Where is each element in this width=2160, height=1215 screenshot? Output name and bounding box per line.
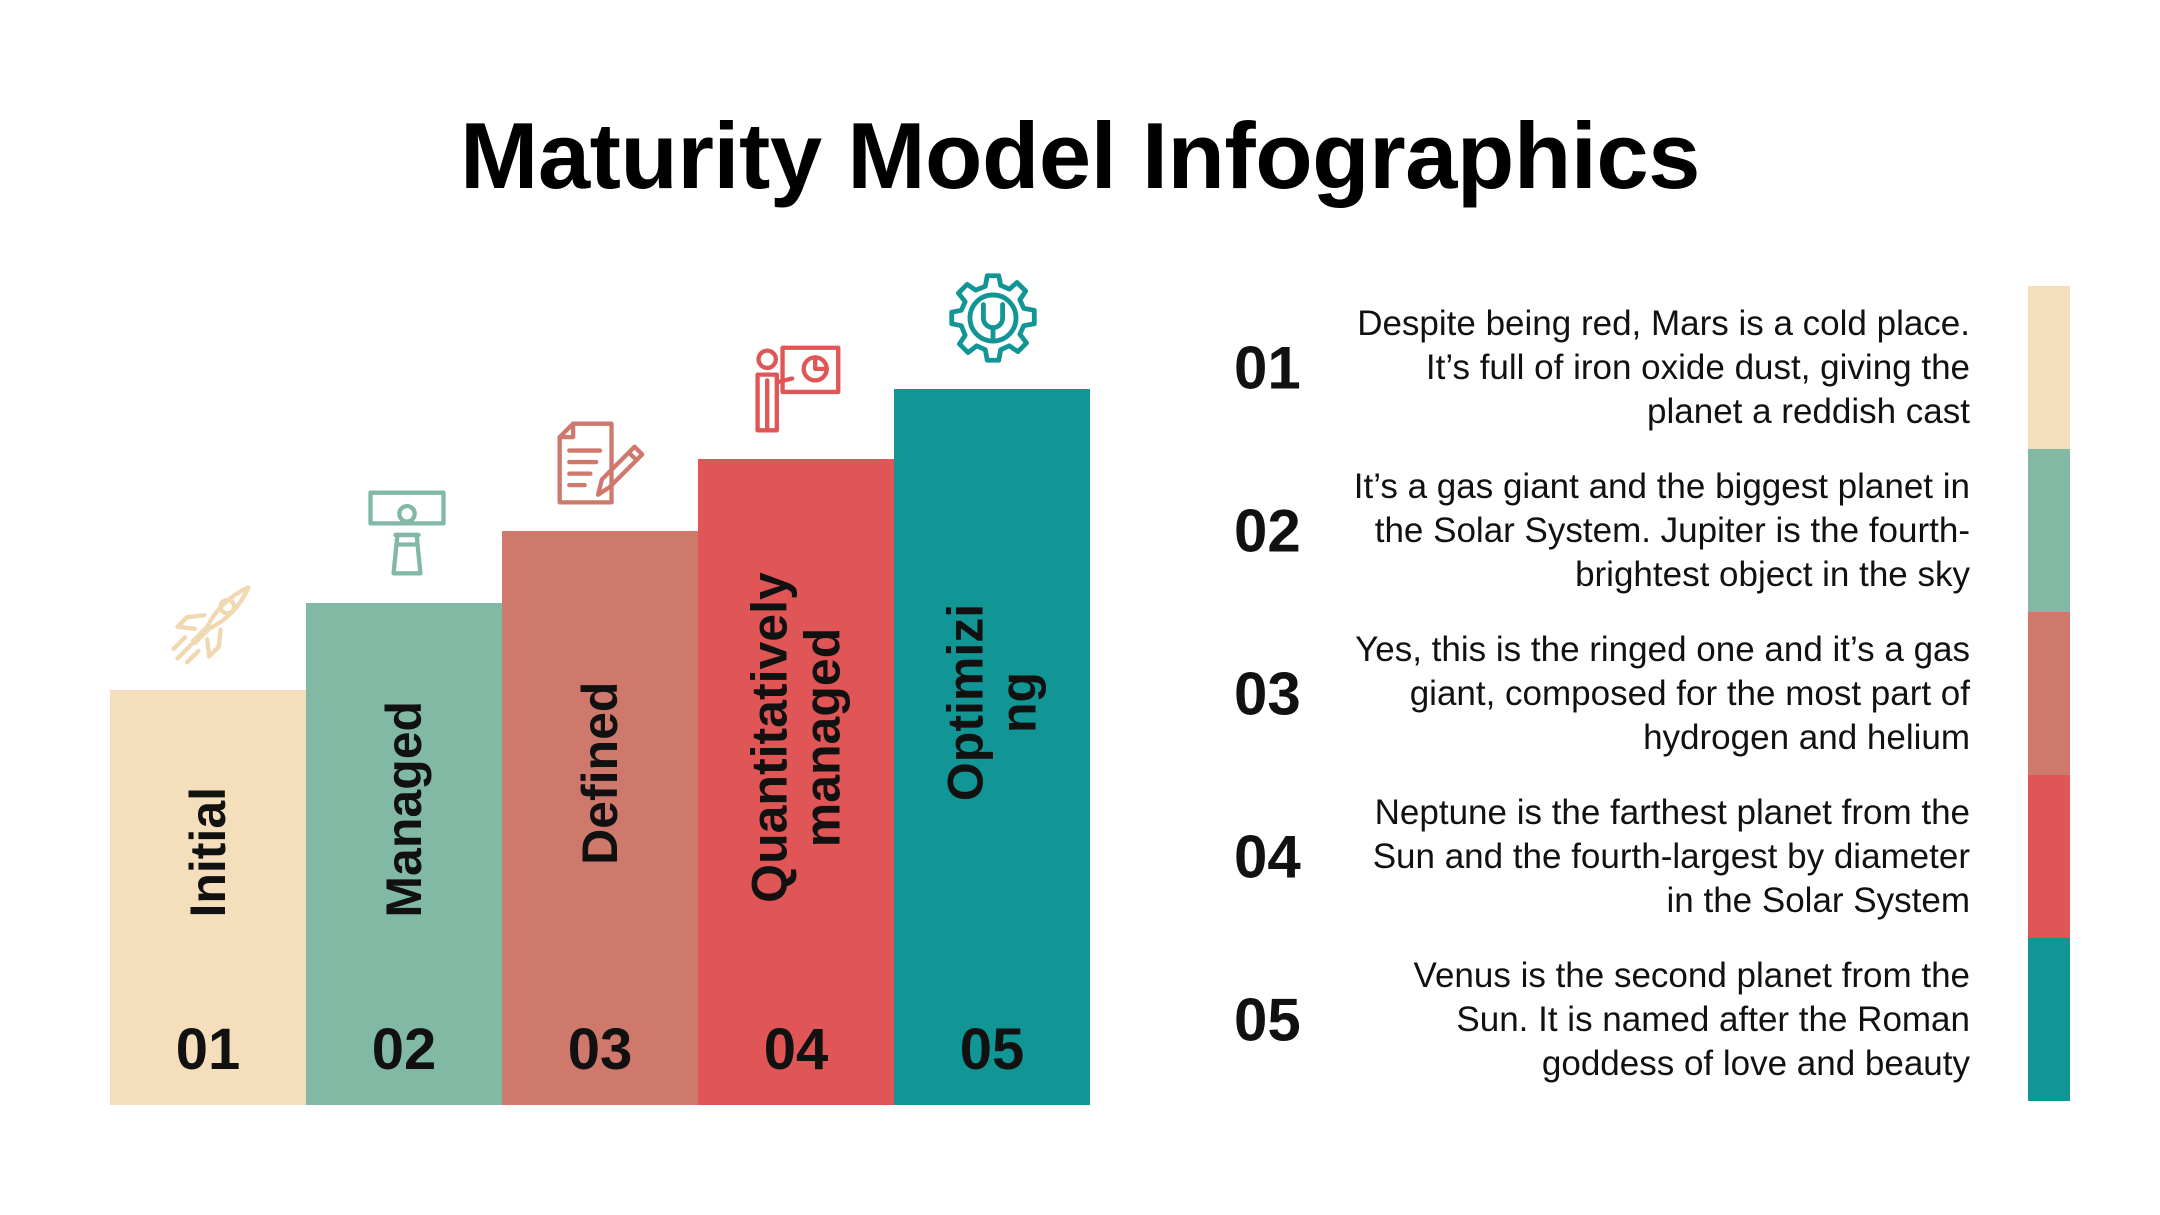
item-text-2: It’s a gas giant and the biggest planet … xyxy=(1353,466,1970,594)
level-label-4-line1: Quantitatively xyxy=(741,571,798,903)
item-text-4: Neptune is the farthest planet from the … xyxy=(1372,792,1970,920)
level-bar-1: Initial 01 xyxy=(110,690,306,1105)
presentation-person-icon xyxy=(359,485,455,581)
color-strip-segment-4 xyxy=(2028,775,2070,938)
level-label-4-line2: managed xyxy=(794,627,850,847)
color-strip-segment-3 xyxy=(2028,612,2070,775)
level-number-5: 05 xyxy=(959,1017,1025,1082)
document-pen-icon xyxy=(552,416,648,512)
color-strip-segment-1 xyxy=(2028,286,2070,449)
item-number-3: 03 xyxy=(1234,660,1301,727)
level-label-5: Optimizi ng xyxy=(937,603,1047,801)
color-strip-segment-2 xyxy=(2028,449,2070,612)
item-text-3: Yes, this is the ringed one and it’s a g… xyxy=(1355,629,1970,757)
level-label-1: Initial xyxy=(179,786,236,918)
level-label-5-line1: Optimizi xyxy=(937,603,994,801)
level-label-5-line2: ng xyxy=(990,671,1046,733)
presenter-chart-icon xyxy=(748,342,844,438)
list-item: 05 Venus is the second planet from the S… xyxy=(1220,938,2160,1101)
rocket-icon xyxy=(164,574,260,670)
item-text-1: Despite being red, Mars is a cold place.… xyxy=(1357,303,1970,431)
level-bar-5: Optimizi ng 05 xyxy=(894,389,1090,1105)
item-number-2: 02 xyxy=(1234,497,1301,564)
level-bar-2: Managed 02 xyxy=(306,603,502,1105)
list-item: 04 Neptune is the farthest planet from t… xyxy=(1220,775,2160,938)
level-number-4: 04 xyxy=(763,1017,829,1082)
level-label-2: Managed xyxy=(375,700,432,918)
list-item: 01 Despite being red, Mars is a cold pla… xyxy=(1220,286,2160,449)
level-bar-3: Defined 03 xyxy=(502,531,698,1105)
level-number-2: 02 xyxy=(371,1017,437,1082)
item-number-5: 05 xyxy=(1234,986,1301,1053)
gear-wrench-icon xyxy=(945,270,1041,366)
item-number-4: 04 xyxy=(1234,823,1301,890)
level-label-3: Defined xyxy=(571,681,628,865)
item-number-1: 01 xyxy=(1234,334,1301,401)
page-title: Maturity Model Infographics xyxy=(460,103,1700,208)
color-strip-segment-5 xyxy=(2028,938,2070,1101)
level-number-1: 01 xyxy=(175,1017,241,1082)
level-label-4: Quantitatively managed xyxy=(741,571,851,903)
list-item: 03 Yes, this is the ringed one and it’s … xyxy=(1220,612,2160,775)
level-number-3: 03 xyxy=(567,1017,633,1082)
list-item: 02 It’s a gas giant and the biggest plan… xyxy=(1220,449,2160,612)
level-bar-4: Quantitatively managed 04 xyxy=(698,459,894,1105)
item-text-5: Venus is the second planet from the Sun.… xyxy=(1413,955,1970,1083)
